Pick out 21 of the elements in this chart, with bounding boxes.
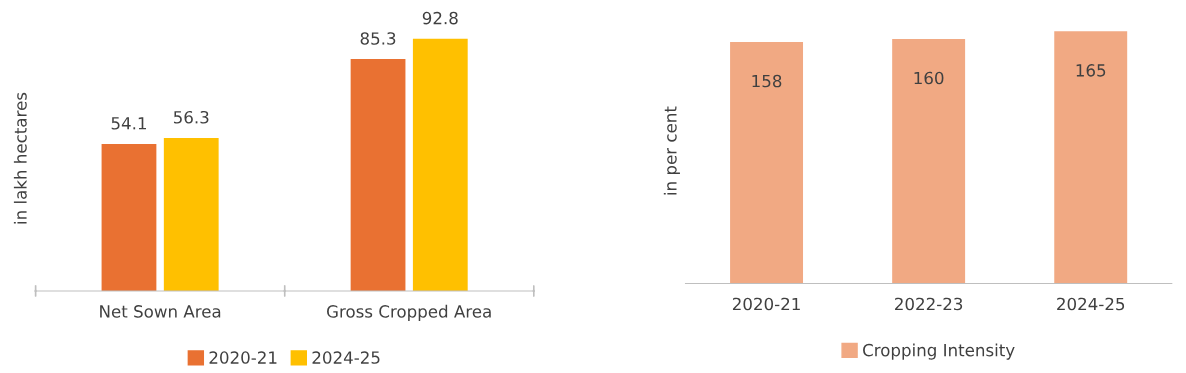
data-label: 54.1 (111, 117, 146, 130)
bar (101, 143, 157, 291)
x-tick-label: Net Sown Area (100, 305, 221, 318)
bar (350, 59, 406, 291)
bar (163, 137, 219, 291)
data-label: 56.3 (173, 110, 209, 124)
bar (412, 38, 468, 291)
legend-label: 2020-21 (209, 351, 277, 364)
data-label: 165 (1076, 64, 1106, 77)
y-axis-title: in lakh hectares (13, 92, 27, 224)
legend-label: Cropping Intensity (863, 343, 1015, 360)
data-label: 158 (752, 74, 782, 88)
legend-label: 2024-25 (312, 351, 380, 364)
x-tick-label: 2024-25 (1057, 297, 1125, 311)
x-tick-label: 2022-23 (895, 297, 963, 311)
y-axis-title: in per cent (663, 106, 680, 195)
data-label: 85.3 (360, 32, 396, 45)
data-label: 160 (914, 71, 944, 85)
data-label: 92.8 (422, 11, 458, 25)
x-tick-label: Gross Cropped Area (327, 304, 491, 321)
x-tick-label: 2020-21 (732, 297, 800, 311)
